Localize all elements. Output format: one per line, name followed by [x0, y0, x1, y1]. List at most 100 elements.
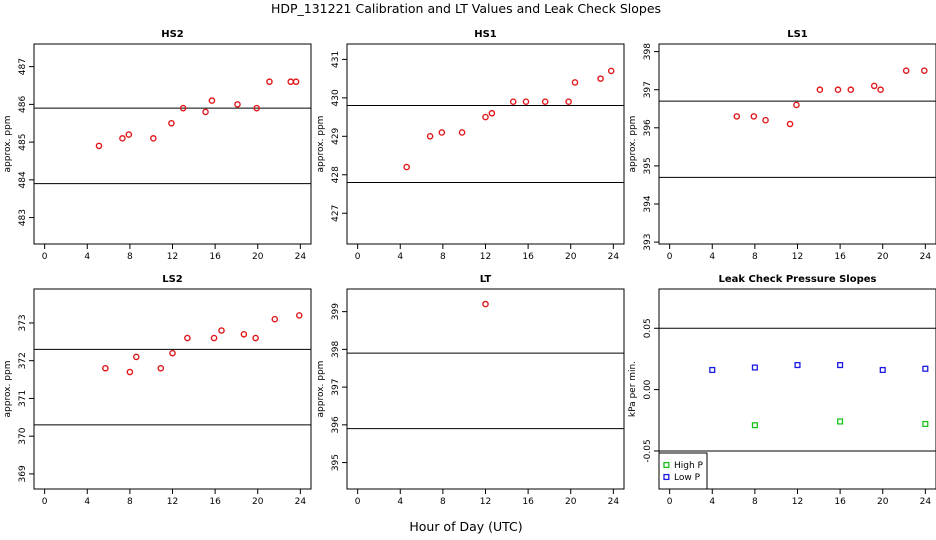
- data-point: [751, 422, 758, 429]
- y-tick-label: 0.05: [643, 318, 653, 338]
- data-point: [902, 67, 910, 74]
- data-point: [920, 67, 928, 74]
- y-tick-label: -0.05: [643, 439, 653, 462]
- data-point: [509, 98, 517, 105]
- panel-title: LS2: [162, 274, 183, 285]
- y-tick-label: 486: [18, 96, 28, 113]
- x-tick-label: 12: [480, 252, 491, 262]
- y-tick-label: 429: [331, 127, 341, 144]
- x-tick-label: 16: [209, 252, 221, 262]
- data-point: [762, 116, 769, 124]
- x-tick-label: 8: [752, 497, 758, 507]
- data-point: [287, 78, 295, 86]
- x-tick-label: 0: [667, 252, 673, 262]
- plot-frame: [346, 43, 625, 245]
- x-tick-label: 4: [709, 252, 715, 262]
- x-tick-label: 12: [480, 497, 491, 507]
- x-tick-label: 8: [440, 252, 446, 262]
- y-tick-label: 483: [18, 209, 28, 226]
- y-tick-label: 394: [643, 195, 653, 212]
- y-tick-label: 0.00: [643, 379, 653, 399]
- x-tick-label: 0: [42, 497, 48, 507]
- panel-ls2: LS2 0 4 8 12 16 20 24 369 370 371 372 373 approx. ppm: [3, 274, 312, 507]
- x-tick-label: 24: [608, 252, 620, 262]
- data-point: [750, 113, 758, 120]
- x-tick-label: 12: [792, 252, 803, 262]
- y-tick-label: 396: [643, 119, 653, 136]
- legend-label: High P: [674, 461, 704, 471]
- data-point: [834, 86, 842, 94]
- data-point: [709, 366, 716, 374]
- data-point: [119, 135, 126, 142]
- x-tick-label: 4: [84, 497, 90, 507]
- data-point: [793, 101, 800, 109]
- data-point: [210, 334, 218, 342]
- data-point: [877, 86, 884, 94]
- data-point: [571, 79, 579, 86]
- x-tick-label: 16: [209, 497, 221, 507]
- data-point: [879, 366, 886, 374]
- x-tick-label: 20: [565, 497, 577, 507]
- x-tick-label: 24: [920, 252, 932, 262]
- data-point: [870, 82, 878, 90]
- chart-title: HDP_131221 Calibration and LT Values and…: [271, 1, 661, 16]
- data-point: [794, 362, 801, 369]
- data-point: [132, 353, 140, 361]
- panel-title: LS1: [787, 29, 808, 40]
- y-tick-label: 395: [331, 454, 341, 471]
- x-tick-label: 8: [127, 497, 133, 507]
- y-axis-label: approx. ppm: [3, 116, 13, 173]
- y-tick-label: 485: [18, 134, 28, 151]
- y-tick-label: 398: [331, 341, 341, 358]
- data-point: [234, 101, 241, 108]
- data-point: [184, 334, 191, 342]
- y-tick-label: 369: [18, 465, 28, 482]
- legend-label: Low P: [674, 473, 701, 483]
- panel-title: HS2: [161, 29, 184, 40]
- x-tick-label: 8: [127, 252, 133, 262]
- x-tick-label: 16: [834, 252, 846, 262]
- data-point: [253, 104, 260, 112]
- y-tick-label: 484: [18, 171, 28, 188]
- x-tick-label: 0: [42, 252, 48, 262]
- y-tick-label: 395: [643, 157, 653, 174]
- data-point: [202, 108, 209, 116]
- y-tick-label: 428: [331, 166, 341, 183]
- data-point: [751, 364, 758, 371]
- x-tick-label: 4: [84, 252, 90, 262]
- data-point: [95, 142, 103, 150]
- data-point: [922, 420, 929, 428]
- data-point: [607, 67, 615, 75]
- x-tick-label: 12: [792, 497, 803, 507]
- data-point: [847, 86, 855, 94]
- x-tick-label: 24: [608, 497, 620, 507]
- y-axis-label: approx. ppm: [3, 361, 13, 418]
- y-tick-label: 398: [643, 43, 653, 60]
- data-point: [541, 98, 549, 105]
- y-tick-label: 371: [18, 390, 28, 407]
- data-point: [126, 368, 134, 376]
- x-tick-label: 24: [295, 252, 307, 262]
- data-point: [252, 334, 259, 342]
- y-tick-label: 393: [643, 234, 653, 251]
- data-point: [522, 98, 530, 105]
- x-tick-label: 24: [295, 497, 307, 507]
- data-point: [150, 135, 157, 142]
- data-point: [837, 362, 844, 369]
- data-point: [733, 113, 741, 120]
- data-point: [837, 418, 844, 425]
- data-point: [102, 364, 109, 372]
- data-point: [458, 129, 466, 136]
- x-tick-label: 8: [440, 497, 446, 507]
- panel-title: LT: [480, 274, 492, 285]
- x-tick-label: 0: [355, 252, 361, 262]
- legend: High P Low P: [658, 452, 708, 490]
- x-tick-label: 16: [834, 497, 846, 507]
- plot-frame: [346, 288, 625, 490]
- x-tick-label: 20: [877, 252, 889, 262]
- x-tick-label: 20: [252, 497, 264, 507]
- x-axis-label: Hour of Day (UTC): [409, 519, 522, 534]
- y-tick-label: 430: [331, 89, 341, 106]
- panel-ls1: LS1 0 4 8 12 16 20 24 393 394 395 396 397 398 approx. …: [628, 29, 936, 262]
